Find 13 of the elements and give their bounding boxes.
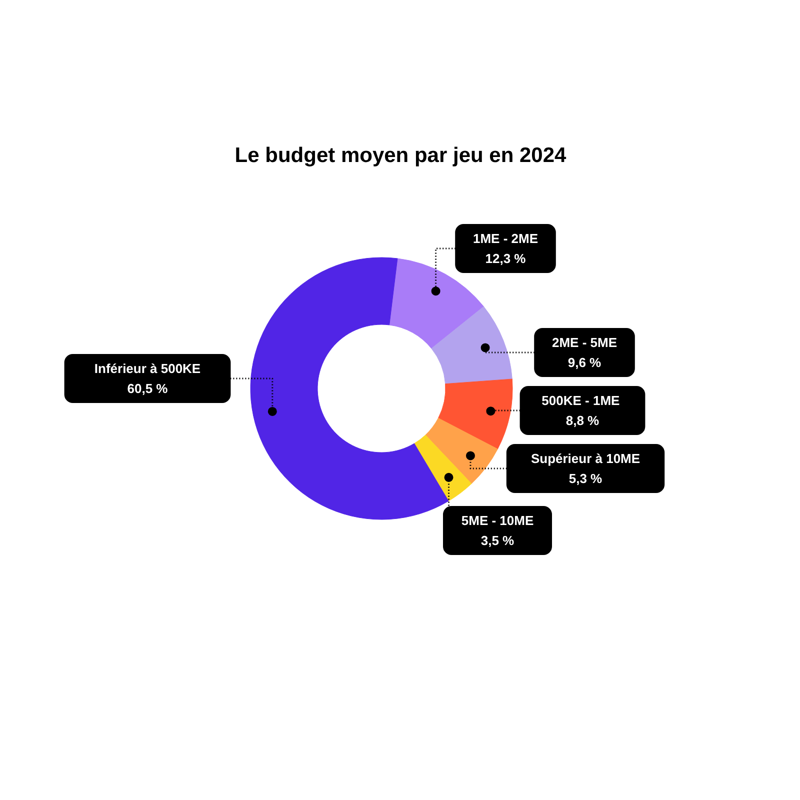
slice-label: 5ME - 10ME [461,513,534,528]
data-label: 8,8 % [566,413,600,428]
data-label: 60,5 % [127,381,168,396]
slice-label: Inférieur à 500KE [94,361,201,376]
data-label: 5,3 % [568,471,603,486]
data-label: 9,6 % [568,355,602,370]
slice-label: Supérieur à 10ME [530,451,640,466]
slice-label: 2ME - 5ME [552,335,618,350]
data-label: 12,3 % [485,251,526,266]
chart-title: Le budget moyen par jeu en 2024 [234,144,567,167]
slice-label: 500KE - 1ME [542,393,620,408]
data-label: 3,5 % [480,533,515,548]
slice-label: 1ME - 2ME [472,231,538,246]
